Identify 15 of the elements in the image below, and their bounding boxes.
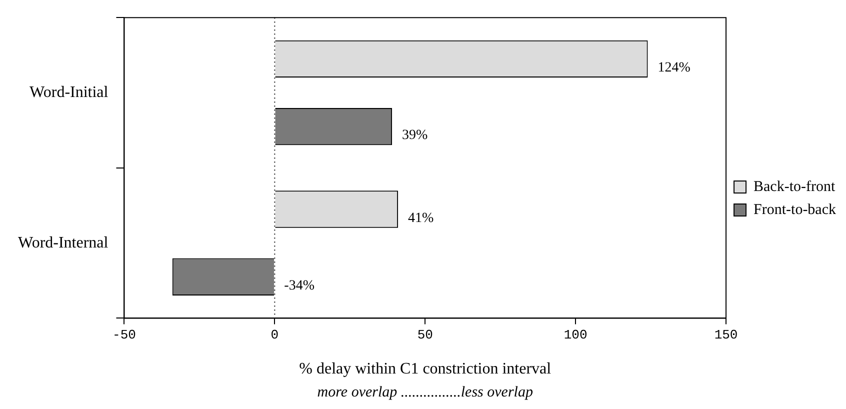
x-tick-label: 100 (564, 327, 588, 342)
legend-label: Back-to-front (754, 178, 836, 195)
x-tick-label: 0 (270, 327, 279, 342)
y-tick-label: Word-Internal (18, 234, 109, 252)
legend-label: Front-to-back (754, 202, 836, 218)
y-tick-label: Word-Initial (30, 84, 109, 101)
data-label: 39% (402, 128, 428, 144)
data-label: 41% (408, 210, 434, 226)
text: more overlap ................less overlap (317, 384, 534, 400)
x-tick-label: 150 (714, 327, 738, 342)
data-label: 124% (658, 60, 691, 76)
data-label: -34% (284, 278, 315, 294)
x-tick-label: 50 (417, 327, 433, 342)
x-axis-title: % delay within C1 constriction interval (299, 360, 552, 378)
x-tick-label: -50 (112, 327, 136, 342)
